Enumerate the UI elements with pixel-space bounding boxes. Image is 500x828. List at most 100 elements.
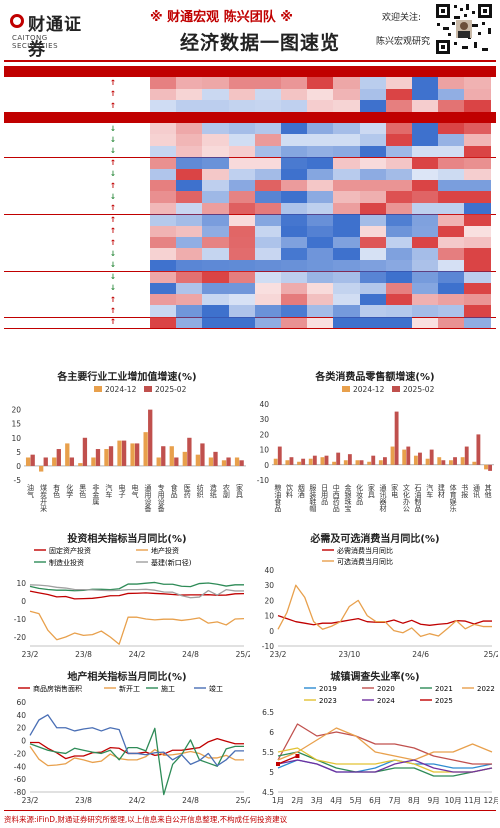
logo-text-en: CAITONG SECURITIES [12,34,59,50]
table-cell [464,316,491,329]
x-tick-label: 1月 [272,796,284,805]
table-cell [176,237,203,249]
x-tick-label: 23/8 [75,796,92,805]
bar [200,443,205,466]
y-tick-label: -40 [14,762,26,771]
bar [383,457,387,465]
bar [239,460,244,466]
bar [52,457,57,466]
bar [449,460,453,465]
table-cell [307,202,334,215]
consumer-goods-chart: 2024-12 2025-02 -10 0 10 20 30 40 粮油食品 饮料 烟酒 服装鞋帽 日用… [257,385,494,513]
table-cell [281,157,308,169]
legend-swatch [392,386,400,392]
bar [453,457,457,465]
table-cell [359,123,386,135]
y-tick-label: 20 [259,430,269,439]
category-label: 粮油食品 [274,483,282,513]
bar [402,449,407,465]
table-cell [254,157,281,169]
bar [117,440,122,466]
table-cell [333,305,360,317]
table-cell [176,225,203,237]
table-cell [228,282,255,294]
table-cell [228,248,255,260]
table-cell [281,123,308,135]
table-cell [254,282,281,294]
table-cell [438,282,465,294]
table-cell [412,225,439,237]
table-cell [333,271,360,283]
legend-label: 可选消费当月同比 [337,557,393,566]
table-cell [438,180,465,192]
table-cell [281,180,308,192]
table-cell [228,145,255,158]
table-cell [176,145,203,158]
table-cell [438,225,465,237]
legend-label: 2024-12 [105,385,137,394]
bar [39,465,44,472]
table-cell [438,77,465,89]
follow-label: 欢迎关注: [382,13,422,23]
table-cell [254,88,281,101]
table-cell [359,248,386,260]
table-cell [412,157,439,169]
change-arrow-up-icon: ↑ [109,78,117,87]
table-cell [254,225,281,237]
bar [82,437,88,466]
table-cell [333,202,360,215]
table-cell [281,248,308,260]
table-cell [228,88,255,101]
change-arrow-up-icon: ↑ [109,181,117,189]
y-tick-label: -20 [14,633,26,642]
table-cell [464,271,491,283]
y-tick-label: 4.5 [262,788,274,797]
table-cell [359,88,386,101]
x-tick-label: 8月 [408,796,420,805]
bar [221,460,227,466]
table-cell [438,271,465,283]
y-tick-label: -20 [14,749,26,758]
table-cell [254,237,281,249]
bar [441,460,446,465]
legend-label: 2024-12 [353,385,385,394]
table-cell [438,237,465,249]
table-cell [359,294,386,306]
bar [95,449,101,466]
table-cell [333,100,360,112]
y-tick-label: 15 [11,420,21,429]
category-label: 通讯 [472,483,480,499]
bar [108,446,114,466]
table-cell [464,214,491,226]
chart-title-consumer: 各类消费品零售额增速(%) [315,372,435,383]
y-tick-label: 10 [11,434,21,443]
category-label: 体育娱乐 [449,483,457,512]
table-cell [202,88,229,101]
table-cell [202,180,229,192]
y-tick-label: 10 [259,446,269,455]
legend-label: 施工 [161,684,175,693]
legend-label: 必需消费当月同比 [337,546,393,555]
table-cell [464,259,491,272]
bar [390,446,395,465]
x-tick-label: 11月 [464,796,481,805]
x-tick-label: 25/2 [236,796,250,805]
table-cell [307,77,334,89]
table-cell [228,214,255,226]
table-cell [254,259,281,272]
table-cell [176,305,203,317]
table-cell [464,237,491,249]
bar [195,454,201,466]
x-tick-label: 25/2 [484,650,498,659]
table-cell [228,271,255,283]
bar [301,458,306,465]
bar [234,457,240,466]
table-cell [412,100,439,112]
table-cell [228,225,255,237]
table-cell [333,214,360,226]
table-cell [307,271,334,283]
table-cell [307,134,334,146]
legend-label: 商品房销售面积 [33,684,82,693]
series-marker [295,754,300,758]
table-cell [385,157,412,169]
